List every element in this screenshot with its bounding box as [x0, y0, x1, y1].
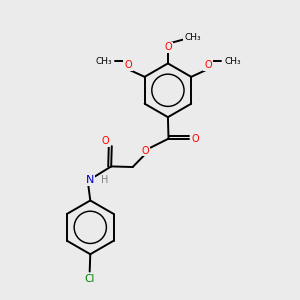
- Text: O: O: [101, 136, 109, 146]
- Text: Cl: Cl: [84, 274, 94, 284]
- Text: CH₃: CH₃: [184, 33, 201, 42]
- Text: O: O: [192, 134, 199, 144]
- Text: CH₃: CH₃: [95, 57, 112, 66]
- Text: O: O: [124, 60, 132, 70]
- Text: CH₃: CH₃: [224, 57, 241, 66]
- Text: N: N: [86, 176, 94, 185]
- Text: O: O: [141, 146, 149, 156]
- Text: O: O: [164, 42, 172, 52]
- Text: H: H: [100, 176, 108, 185]
- Text: O: O: [204, 60, 212, 70]
